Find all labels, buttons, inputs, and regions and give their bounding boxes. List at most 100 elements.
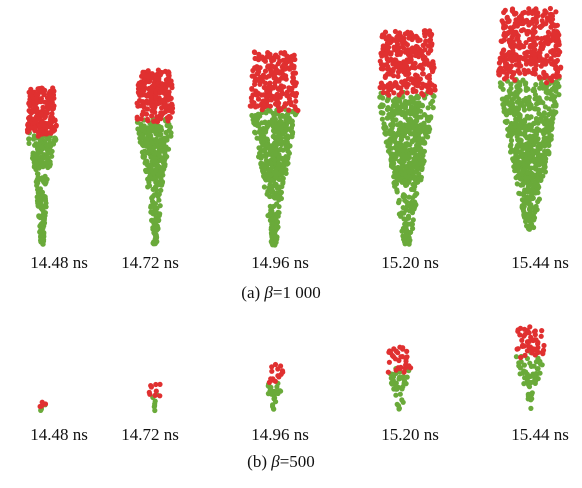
particle (526, 11, 531, 16)
particle (294, 80, 299, 85)
particle (505, 119, 510, 124)
particle (39, 120, 44, 125)
particle (516, 68, 521, 73)
particle (498, 84, 503, 89)
particle (540, 351, 545, 356)
particle (529, 138, 534, 143)
particle (523, 144, 528, 149)
particle (258, 65, 263, 70)
particle (553, 103, 558, 108)
particle (38, 189, 43, 194)
particle (422, 141, 427, 146)
particle (158, 116, 163, 121)
particle (426, 63, 431, 68)
particle (393, 387, 398, 392)
particle (264, 93, 269, 98)
particle (272, 242, 277, 247)
particle (262, 85, 267, 90)
particle (533, 71, 538, 76)
particle (43, 401, 48, 406)
particle (535, 36, 540, 41)
particle (258, 77, 263, 82)
particle (527, 37, 532, 42)
particle (158, 132, 163, 137)
particle (394, 48, 399, 53)
particle (535, 10, 540, 15)
particle (269, 230, 274, 235)
particle (407, 99, 412, 104)
particle (293, 107, 298, 112)
particle (522, 125, 527, 130)
particle (44, 125, 49, 130)
particle (413, 82, 418, 87)
particle (34, 92, 39, 97)
particle (539, 334, 544, 339)
particle (514, 94, 519, 99)
particle (255, 123, 260, 128)
time-label: 15.44 ns (511, 425, 569, 444)
particle (140, 112, 145, 117)
particle (277, 156, 282, 161)
particle (143, 160, 148, 165)
particle (546, 30, 551, 35)
particle (522, 332, 527, 337)
particle (389, 146, 394, 151)
particle (533, 96, 538, 101)
particle (279, 169, 284, 174)
particle (396, 403, 401, 408)
particle (387, 141, 392, 146)
particle (405, 129, 410, 134)
particle (406, 71, 411, 76)
particle (137, 98, 142, 103)
particle (503, 64, 508, 69)
particle (166, 70, 171, 75)
particle (40, 89, 45, 94)
particle (40, 105, 45, 110)
particle (269, 69, 274, 74)
particle (523, 175, 528, 180)
particle (383, 75, 388, 80)
particle (271, 406, 276, 411)
particle (527, 224, 532, 229)
particle (546, 151, 551, 156)
particle (393, 29, 398, 34)
particle (508, 101, 513, 106)
particle (151, 83, 156, 88)
particle (515, 174, 520, 179)
time-label: 14.48 ns (30, 425, 88, 444)
particle (51, 103, 56, 108)
particle (420, 157, 425, 162)
particle (393, 393, 398, 398)
particle (393, 81, 398, 86)
particle (534, 337, 539, 342)
particle (527, 339, 532, 344)
particle (548, 14, 553, 19)
particle (391, 374, 396, 379)
particle (523, 81, 528, 86)
particle (279, 190, 284, 195)
particle (39, 145, 44, 150)
particle (265, 138, 270, 143)
particle (149, 113, 154, 118)
particle (274, 219, 279, 224)
particle (514, 109, 519, 114)
particle (379, 102, 384, 107)
particle (416, 128, 421, 133)
particle (551, 35, 556, 40)
particle (44, 131, 49, 136)
particle (399, 229, 404, 234)
particle (404, 349, 409, 354)
particle (557, 49, 562, 54)
particle (418, 38, 423, 43)
particle (536, 366, 541, 371)
particle (409, 32, 414, 37)
particle (26, 116, 31, 121)
particle (410, 148, 415, 153)
particle (269, 187, 274, 192)
particle (273, 174, 278, 179)
particle (501, 48, 506, 53)
particle (412, 199, 417, 204)
particle (411, 89, 416, 94)
particle (38, 198, 43, 203)
particle (542, 11, 547, 16)
